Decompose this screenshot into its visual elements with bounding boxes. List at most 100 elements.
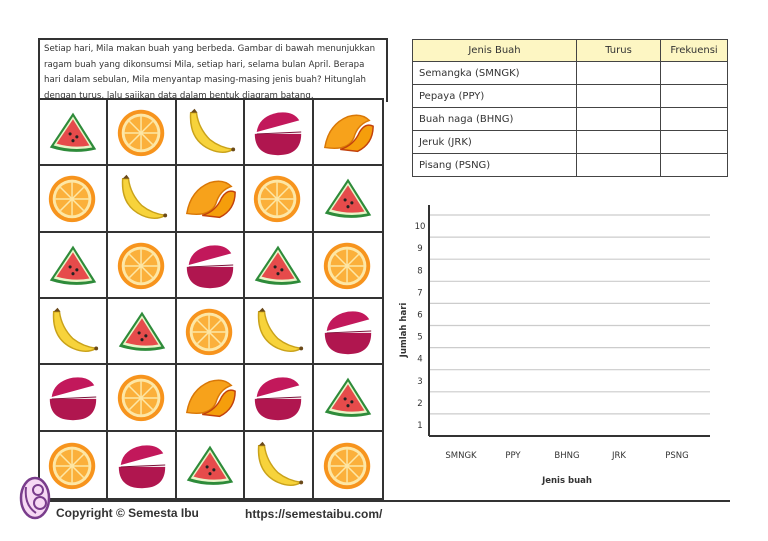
fruit-cell [245,232,314,299]
orange-icon [117,375,164,422]
x-tick-label: BHNG [554,451,579,461]
tally-cell[interactable] [576,61,661,85]
tally-table: Jenis Buah Turus Frekuensi Semangka (SMN… [412,39,728,177]
fruit-cell [176,100,246,167]
y-tick-label: 8 [417,266,422,276]
dragonfruit-icon [49,377,97,421]
fruit-cell [313,166,382,233]
fruit-cell [245,166,314,233]
dragonfruit-icon [255,112,302,156]
fruit-name: Pisang (PSNG) [412,153,577,177]
papaya-icon [185,380,236,418]
watermelon-icon [118,311,165,352]
instructions-text: Setiap hari, Mila makan buah yang berbed… [38,38,388,102]
frequency-cell[interactable] [660,130,728,154]
fruit-cell [40,166,109,233]
bar-chart: 1 2 3 4 5 6 7 8 9 10 SMNGK PPY BHNG JRK PSNG Jenis buah… [399,205,710,486]
fruit-cell [176,166,246,233]
x-tick-label: PSNG [665,451,688,461]
banana-icon [258,307,304,353]
y-tick-label: 5 [417,333,422,343]
y-tick-label: 6 [417,310,422,320]
fruit-cell [108,365,177,432]
y-tick-label: 3 [417,377,422,387]
fruit-cell [176,232,246,299]
watermelon-icon [324,378,371,418]
y-tick-label: 1 [417,421,422,431]
orange-icon [323,442,371,489]
table-row: Pepaya (PPY) [412,84,728,108]
fruit-cell [314,432,382,498]
papaya-icon [323,114,374,153]
y-tick-label: 2 [417,399,422,409]
banana-icon [53,307,99,353]
tally-cell[interactable] [576,130,661,154]
table-row: Pisang (PSNG) [412,153,728,177]
y-tick-label: 7 [417,288,422,298]
fruit-name: Pepaya (PPY) [412,84,577,108]
papaya-icon [185,181,236,219]
tally-cell[interactable] [576,84,661,108]
fruit-cell [40,100,109,167]
fruit-cell [108,166,177,233]
x-tick-label: SMNGK [445,451,477,461]
watermelon-icon [324,179,371,219]
y-axis-title: Jumlah hari [399,303,409,359]
y-tick-label: 10 [415,222,426,232]
frequency-cell[interactable] [660,153,728,177]
orange-icon [117,109,164,157]
fruit-cell [177,431,246,498]
table-row: Semangka (SMNGK) [412,61,728,85]
x-axis-title: Jenis buah [541,476,592,486]
watermelon-icon [255,245,302,285]
fruit-cell [245,299,314,366]
website-link[interactable]: https://semestaibu.com/ [245,507,383,521]
dragonfruit-icon [118,445,165,489]
fruit-cell [108,299,177,366]
orange-icon [49,176,96,223]
footer-divider [45,500,730,502]
frequency-cell[interactable] [660,61,728,85]
orange-icon [185,308,233,356]
semesta-ibu-logo [19,476,51,520]
tally-cell[interactable] [576,153,661,177]
x-tick-label: PPY [505,451,521,461]
dragonfruit-icon [186,245,234,289]
y-tick-label: 9 [417,244,422,254]
fruit-cell [40,365,109,432]
fruit-cell [245,365,314,432]
banana-icon [189,108,236,154]
tally-cell[interactable] [576,107,661,131]
fruit-cell [245,431,314,498]
fruit-cell [313,233,382,299]
frequency-cell[interactable] [660,107,728,131]
fruit-cell [313,365,382,432]
orange-icon [117,242,164,289]
watermelon-icon [49,112,97,153]
header-tally: Turus [576,39,661,62]
copyright-text: Copyright © Semesta Ibu [56,506,199,520]
banana-icon [121,175,167,220]
watermelon-icon [186,445,234,485]
x-tick-label: JRK [611,451,626,461]
dragonfruit-icon [324,311,372,355]
table-row: Buah naga (BHNG) [412,107,728,131]
fruit-name: Buah naga (BHNG) [412,107,577,131]
fruit-cell [245,100,314,167]
fruit-picture-grid [38,98,384,500]
table-row: Jeruk (JRK) [412,130,728,154]
orange-icon [49,442,96,489]
frequency-cell[interactable] [660,84,728,108]
fruit-cell [108,431,177,498]
banana-icon [258,441,304,486]
fruit-cell [108,100,177,167]
fruit-cell [40,299,109,366]
watermelon-icon [49,245,97,285]
dragonfruit-icon [255,377,302,421]
fruit-cell [313,299,382,366]
fruit-name: Jeruk (JRK) [412,130,577,154]
fruit-cell [313,100,382,167]
y-tick-label: 4 [417,355,422,365]
fruit-cell [108,232,177,299]
orange-icon [254,176,301,223]
